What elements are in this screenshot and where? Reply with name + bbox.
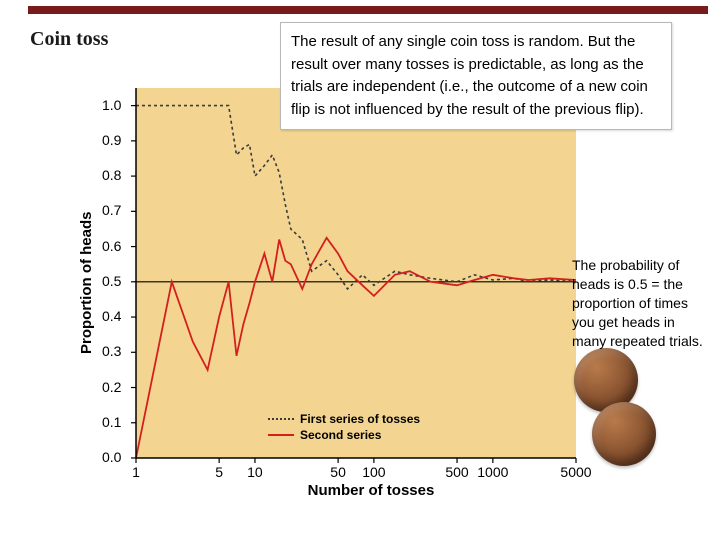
coin-tails — [592, 402, 656, 466]
legend-row: Second series — [268, 428, 420, 442]
x-tick-label: 5 — [203, 464, 235, 480]
x-tick-label: 50 — [322, 464, 354, 480]
legend-label-second: Second series — [300, 428, 381, 442]
y-tick-label: 0.8 — [102, 167, 121, 183]
y-tick-label: 0.5 — [102, 273, 121, 289]
y-axis-label: Proportion of heads — [78, 212, 95, 355]
x-axis-label: Number of tosses — [286, 482, 456, 499]
x-tick-label: 100 — [358, 464, 390, 480]
y-tick-label: 0.1 — [102, 414, 121, 430]
legend-swatch-first — [268, 418, 294, 420]
info-text-box: The result of any single coin toss is ra… — [280, 22, 672, 130]
y-tick-label: 0.7 — [102, 202, 121, 218]
y-tick-label: 0.4 — [102, 308, 121, 324]
x-tick-label: 500 — [441, 464, 473, 480]
legend-row: First series of tosses — [268, 412, 420, 426]
x-tick-label: 10 — [239, 464, 271, 480]
x-tick-label: 1 — [120, 464, 152, 480]
y-tick-label: 0.9 — [102, 132, 121, 148]
header-rule — [28, 6, 708, 14]
y-tick-label: 0.6 — [102, 238, 121, 254]
chart-legend: First series of tosses Second series — [268, 412, 420, 444]
x-tick-label: 5000 — [560, 464, 592, 480]
y-tick-label: 1.0 — [102, 97, 121, 113]
page-title: Coin toss — [30, 28, 108, 51]
y-tick-label: 0.2 — [102, 379, 121, 395]
x-tick-label: 1000 — [477, 464, 509, 480]
side-text-box: The probability of heads is 0.5 = the pr… — [572, 256, 710, 350]
legend-swatch-second — [268, 434, 294, 436]
legend-label-first: First series of tosses — [300, 412, 420, 426]
y-tick-label: 0.0 — [102, 449, 121, 465]
y-tick-label: 0.3 — [102, 343, 121, 359]
